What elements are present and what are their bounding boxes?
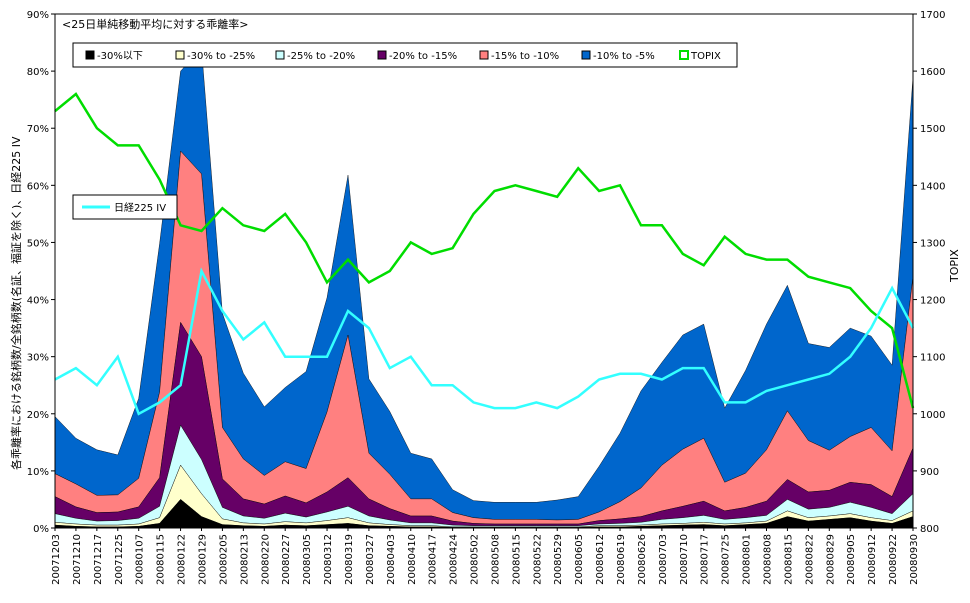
x-tick-label: 20080725 [721, 534, 732, 585]
right-tick-label: 1100 [920, 353, 945, 364]
x-tick-label: 20080508 [491, 534, 502, 585]
x-tick-label: 20080912 [867, 534, 878, 585]
x-tick-label: 20080403 [386, 534, 397, 585]
x-tick-label: 20080922 [888, 534, 899, 585]
legend-swatch [275, 50, 285, 60]
x-tick-label: 20080815 [783, 534, 794, 585]
right-tick-label: 1500 [920, 124, 945, 135]
right-tick-label: 1000 [920, 410, 945, 421]
left-tick-label: 10% [27, 467, 49, 478]
left-tick-label: 80% [27, 67, 49, 78]
topix-line [54, 92, 915, 409]
legend-swatch [85, 50, 95, 60]
x-tick-label: 20080801 [742, 534, 753, 585]
iv-legend-label: 日経225 IV [114, 201, 166, 214]
x-tick-label: 20080619 [616, 534, 627, 585]
right-axis-label: TOPIX [948, 249, 961, 283]
x-tick-label: 20080327 [365, 534, 376, 585]
x-tick-label: 20080930 [909, 534, 920, 585]
x-tick-label: 20080529 [553, 534, 564, 585]
legend-label: TOPIX [690, 51, 721, 62]
right-tick-label: 1700 [920, 10, 945, 21]
x-tick-label: 20080808 [763, 534, 774, 585]
x-tick-label: 20071225 [114, 534, 125, 585]
left-axis-label: 各乖離率における銘柄数/全銘柄数(名証、福証を除く)、日経225 IV [9, 136, 23, 470]
x-tick-label: 20080220 [260, 534, 271, 585]
x-tick-label: 20080829 [825, 534, 836, 585]
x-tick-label: 20080319 [344, 534, 355, 585]
iv-legend: 日経225 IV [72, 194, 178, 220]
left-tick-label: 0% [33, 524, 49, 535]
x-tick-label: 20080710 [679, 534, 690, 585]
legend-label: -10% to -5% [593, 51, 655, 62]
x-tick-label: 20071217 [93, 534, 104, 585]
x-tick-label: 20080717 [700, 534, 711, 585]
right-axis: 800 900 1000 1100 1200 1300 1400 1500 1600 1700 [913, 10, 945, 535]
x-tick-label: 20080205 [218, 534, 229, 585]
left-tick-label: 90% [27, 10, 49, 21]
x-tick-label: 20071210 [72, 534, 83, 585]
left-tick-label: 20% [27, 410, 49, 421]
chart-title: <25日単純移動平均に対する乖離率> [62, 17, 248, 31]
plot-frame [54, 13, 914, 529]
x-tick-label: 20071203 [51, 534, 62, 585]
left-tick-label: 50% [27, 238, 49, 249]
legend-swatch [377, 50, 387, 60]
line-layers [54, 92, 915, 416]
left-tick-label: 30% [27, 353, 49, 364]
x-tick-label: 20080424 [449, 534, 460, 585]
left-axis: 0% 10% 20% 30% 40% 50% 60% 70% 80% 90% [27, 10, 55, 535]
x-tick-label: 20080905 [846, 534, 857, 585]
right-tick-label: 1400 [920, 181, 945, 192]
x-tick-label: 20080605 [574, 534, 585, 585]
iv-line [54, 267, 915, 416]
left-tick-label: 60% [27, 181, 49, 192]
legend-swatch [175, 50, 185, 60]
x-tick-label: 20080107 [135, 534, 146, 585]
x-tick-label: 20080410 [407, 534, 418, 585]
x-tick-label: 20080312 [323, 534, 334, 585]
x-tick-label: 20080227 [281, 534, 292, 585]
legend-swatch [679, 50, 689, 60]
x-tick-label: 20080115 [156, 534, 167, 585]
right-tick-label: 800 [920, 524, 939, 535]
x-tick-label: 20080822 [804, 534, 815, 585]
right-tick-label: 900 [920, 467, 939, 478]
right-tick-label: 1600 [920, 67, 945, 78]
right-tick-label: 1300 [920, 238, 945, 249]
x-tick-label: 20080129 [198, 534, 209, 585]
right-tick-label: 1200 [920, 296, 945, 307]
legend-swatch [581, 50, 591, 60]
legend-label: -15% to -10% [491, 51, 559, 62]
legend-swatch [479, 50, 489, 60]
legend-label: -30% to -25% [187, 51, 255, 62]
x-tick-label: 20080626 [637, 534, 648, 585]
x-tick-label: 20080417 [428, 534, 439, 585]
x-tick-label: 20080502 [470, 534, 481, 585]
legend-box: -30%以下 -30% to -25% -25% to -20% -20% to -1… [72, 42, 738, 68]
x-tick-label: 20080515 [511, 534, 522, 585]
x-tick-label: 20080213 [239, 534, 250, 585]
left-tick-label: 70% [27, 124, 49, 135]
legend-label: -20% to -15% [389, 51, 457, 62]
x-tick-label: 20080305 [302, 534, 313, 585]
x-tick-label: 20080122 [177, 534, 188, 585]
x-tick-label: 20080612 [595, 534, 606, 585]
x-tick-label: 20080703 [658, 534, 669, 585]
x-axis: 20071203 20071210 20071217 20071225 20080107… [51, 528, 920, 585]
x-tick-label: 20080522 [532, 534, 543, 585]
left-tick-label: 40% [27, 296, 49, 307]
legend-label: -30%以下 [97, 51, 143, 62]
legend-label: -25% to -20% [287, 51, 355, 62]
